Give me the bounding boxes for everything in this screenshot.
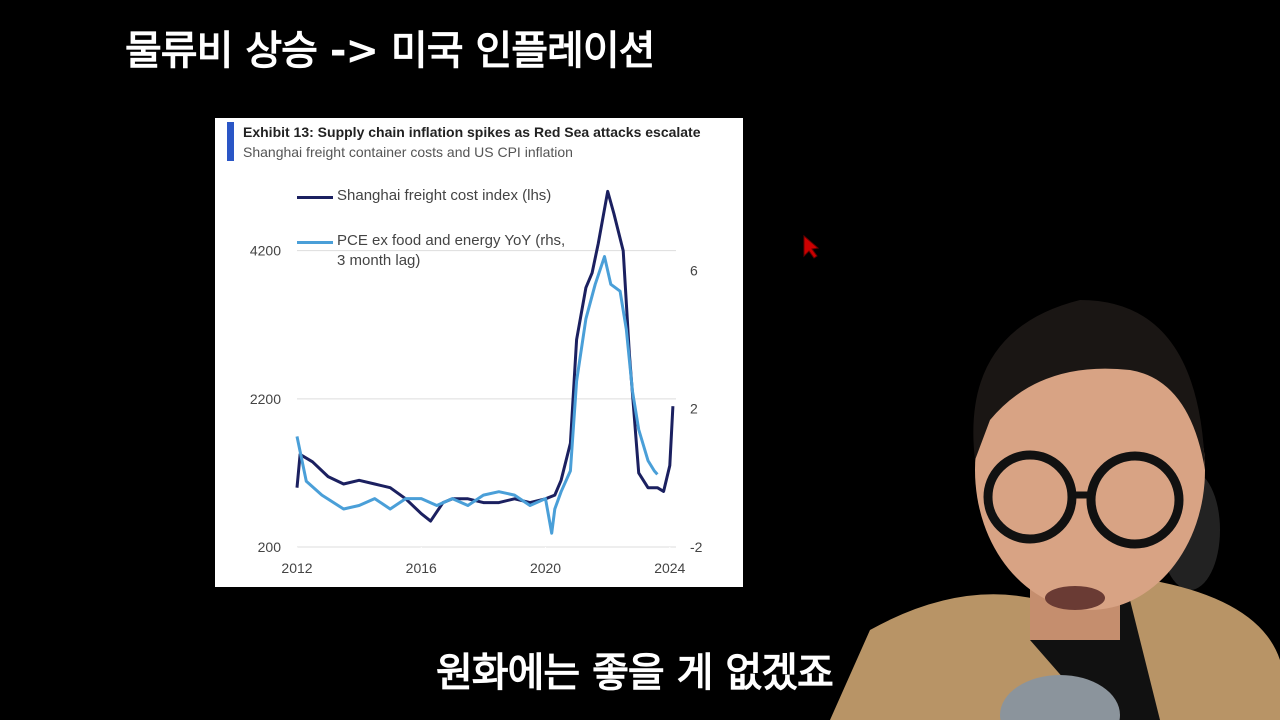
x-tick-label: 2012 bbox=[281, 560, 312, 576]
caption: 물류비 상승 -> 미국 인플레이션 bbox=[125, 28, 655, 74]
legend-key bbox=[297, 196, 333, 199]
chart-panel: Exhibit 13: Supply chain inflation spike… bbox=[215, 118, 743, 587]
y-tick-label: 200 bbox=[258, 539, 282, 555]
y-tick-label: 4200 bbox=[250, 243, 281, 259]
legend-label: Shanghai freight cost index (lhs) bbox=[337, 187, 552, 204]
legend-key bbox=[297, 241, 333, 244]
y2-tick-label: 2 bbox=[690, 401, 698, 417]
chart-title: Exhibit 13: Supply chain inflation spike… bbox=[243, 124, 701, 140]
chart: Exhibit 13: Supply chain inflation spike… bbox=[227, 122, 703, 576]
x-tick-label: 2020 bbox=[530, 560, 561, 576]
legend-label: PCE ex food and energy YoY (rhs, 3 month… bbox=[337, 232, 566, 269]
video-subtitle: 원화에는 좋을 게 없겠죠 bbox=[436, 650, 834, 696]
y-tick-label: 2200 bbox=[250, 391, 281, 407]
chart-subtitle: Shanghai freight container costs and US … bbox=[243, 144, 573, 160]
x-tick-label: 2024 bbox=[654, 560, 685, 576]
series-line bbox=[295, 255, 659, 535]
x-tick-label: 2016 bbox=[406, 560, 437, 576]
title-accent bbox=[227, 122, 234, 161]
y2-tick-label: 6 bbox=[690, 262, 698, 278]
y2-tick-label: -2 bbox=[690, 539, 703, 555]
